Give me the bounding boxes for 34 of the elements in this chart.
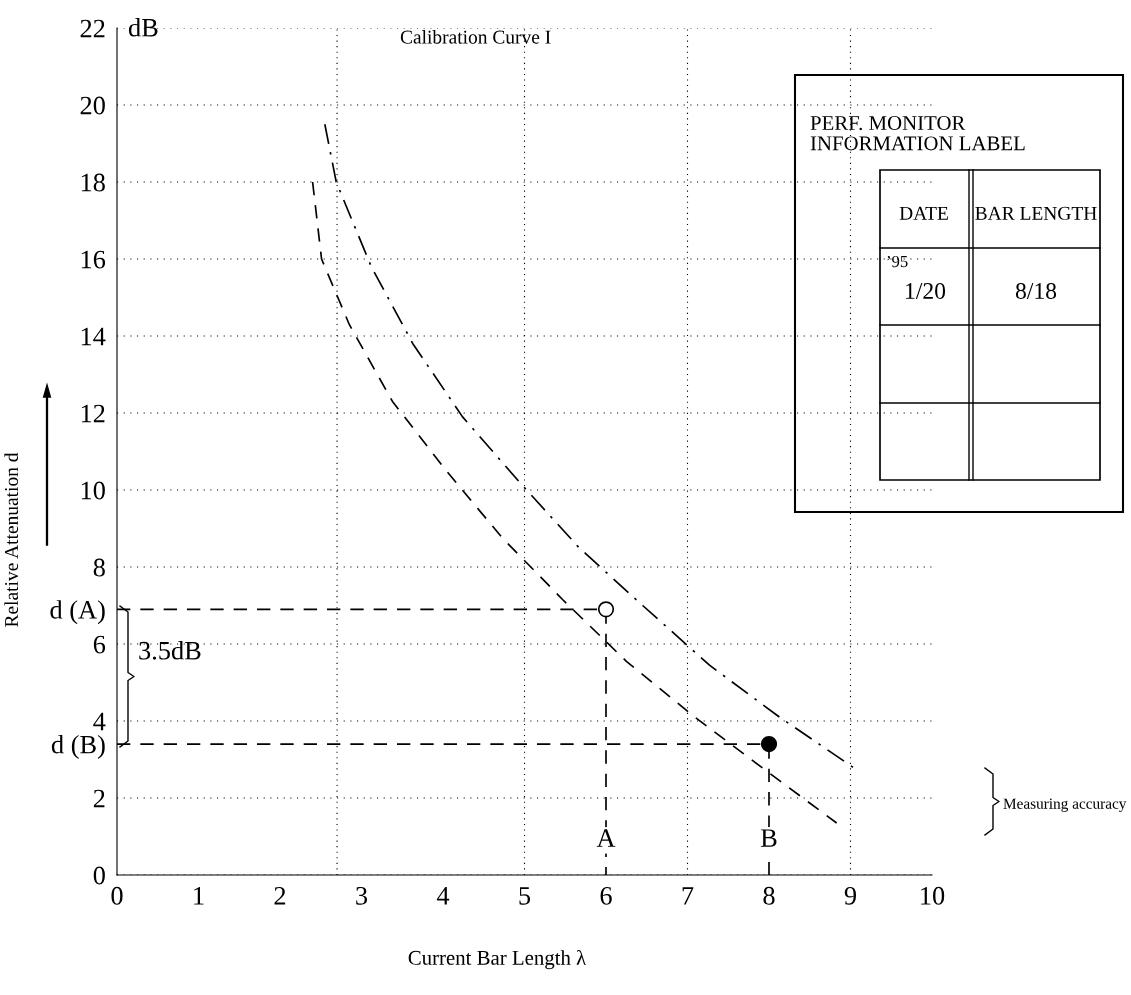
annotation: 3.5dB [139,641,201,660]
y-tick-label: 20 [80,96,105,115]
x-tick-label: 3 [356,886,368,905]
y-tick-label: 10 [81,481,105,500]
y-tick-label: 8 [93,558,105,577]
x-tick-label: 10 [921,886,945,905]
y-tick-label: 6 [93,635,106,654]
x-tick-label: 9 [844,886,857,905]
annotation: B [760,829,777,847]
y-tick-label: 0 [93,866,105,885]
x-axis-title: Current Bar Length λ [408,950,587,970]
x-tick-label: 7 [682,887,694,905]
y-tick-label: d (B) [51,734,105,759]
y-tick-label: 16 [81,250,106,269]
x-tick-label: 5 [519,887,531,905]
x-tick-label: 4 [436,887,450,905]
x-tick-label: 8 [763,886,775,905]
y-tick-label: 14 [81,327,106,346]
chart-title: Calibration Curve I [400,30,551,44]
y-tick-label: d (A) [50,600,105,625]
annotation: dB [128,18,158,37]
annotation: PERF. MONITOR INFORMATION LABEL [810,116,1025,151]
x-tick-label: 6 [600,886,612,905]
y-axis-title: Relative Attenuation d [4,452,19,627]
annotation: A [596,829,616,847]
y-tick-label: 2 [93,789,105,808]
y-tick-label: 22 [80,19,105,38]
y-tick-label: 4 [93,712,106,731]
y-tick-label: 12 [81,404,105,423]
x-tick-label: 1 [194,887,204,905]
x-tick-label: 0 [111,886,123,905]
text: Measuring accuracy [1003,798,1127,812]
x-tick-label: 2 [274,886,286,905]
y-tick-label: 18 [81,173,105,192]
